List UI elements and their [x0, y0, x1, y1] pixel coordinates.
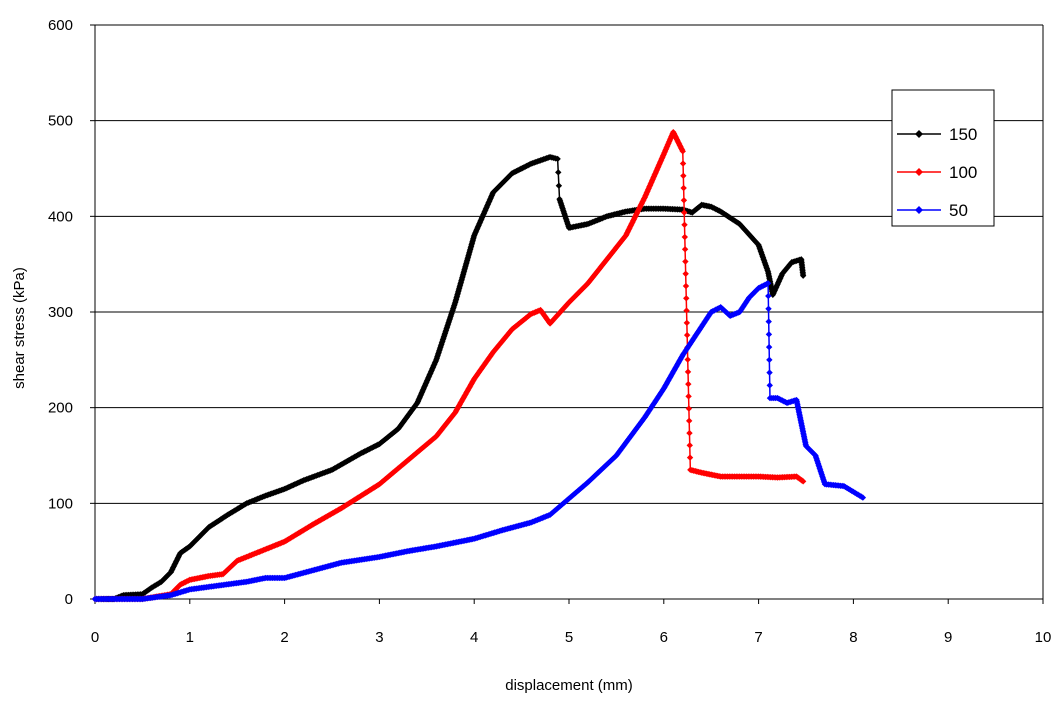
y-tick-label: 600: [48, 17, 73, 34]
legend-label: 100: [949, 163, 977, 182]
legend-marker: [915, 206, 923, 214]
data-point: [765, 331, 773, 338]
x-tick-label: 4: [470, 629, 478, 646]
data-point: [765, 305, 772, 313]
data-point: [685, 417, 693, 425]
y-tick-label: 300: [48, 304, 73, 321]
axis-layer: [90, 24, 1044, 604]
data-point: [684, 368, 692, 376]
legend-box: [891, 89, 995, 227]
data-point: [765, 292, 772, 300]
data-point: [859, 494, 867, 501]
data-point: [682, 282, 690, 290]
x-axis-title: displacement (mm): [505, 677, 633, 694]
data-point: [686, 442, 693, 449]
data-point: [765, 318, 772, 325]
data-point: [682, 258, 689, 265]
data-point: [683, 295, 690, 302]
y-tick-label: 200: [48, 400, 73, 417]
data-point: [679, 148, 686, 155]
legend-item-150: 150: [897, 125, 977, 144]
legend-marker: [915, 130, 923, 138]
data-point: [555, 182, 563, 189]
series-50: [91, 280, 867, 603]
data-point: [680, 197, 688, 204]
data-point: [686, 454, 694, 461]
legend-item-50: 50: [897, 201, 968, 220]
data-point: [681, 221, 688, 228]
data-point: [685, 380, 692, 388]
data-point: [686, 429, 693, 437]
legend-item-100: 100: [897, 163, 977, 182]
data-point: [679, 160, 687, 167]
legend-label: 150: [949, 125, 977, 144]
data-point: [766, 382, 773, 389]
data-point: [681, 246, 689, 253]
data-point: [683, 331, 691, 339]
y-tick-label: 500: [48, 113, 73, 130]
x-tick-label: 3: [375, 629, 383, 646]
tick-labels: 0 100 200 300 400 500 600 0 1 2 3 4 5 6 7 8 9 10: [48, 17, 1051, 646]
series-100: [91, 128, 807, 603]
x-tick-label: 7: [754, 629, 762, 646]
x-tick-label: 9: [944, 629, 952, 646]
x-tick-label: 6: [660, 629, 668, 646]
y-tick-label: 400: [48, 208, 73, 225]
legend-label: 50: [949, 201, 968, 220]
data-point: [765, 343, 773, 351]
data-point: [764, 280, 772, 287]
x-tick-label: 8: [849, 629, 857, 646]
series-150: [91, 153, 807, 603]
series-line-50: [95, 282, 864, 600]
x-tick-label: 5: [565, 629, 573, 646]
x-tick-label: 2: [280, 629, 288, 646]
data-point: [684, 356, 691, 363]
data-point: [680, 172, 687, 179]
data-point: [685, 393, 692, 400]
data-point: [766, 356, 773, 364]
y-tick-label: 0: [65, 591, 73, 608]
y-axis-title: shear stress (kPa): [11, 267, 28, 389]
legend: 150 100 50: [891, 89, 995, 227]
data-point: [681, 233, 689, 241]
data-point: [799, 272, 807, 279]
data-point: [683, 319, 691, 327]
data-point: [683, 307, 690, 314]
y-tick-label: 100: [48, 495, 73, 512]
x-tick-label: 10: [1035, 629, 1052, 646]
data-point: [555, 169, 562, 176]
x-tick-label: 1: [186, 629, 194, 646]
series-line-100: [95, 130, 804, 600]
data-point: [681, 209, 688, 216]
legend-marker: [915, 168, 923, 176]
data-point: [766, 369, 773, 376]
x-tick-label: 0: [91, 629, 99, 646]
data-point: [682, 270, 689, 278]
data-point: [799, 478, 807, 485]
data-point: [554, 155, 561, 163]
data-point: [685, 405, 693, 412]
grid-layer: [95, 24, 1043, 504]
series-layer: [91, 128, 867, 603]
data-point: [680, 184, 687, 192]
